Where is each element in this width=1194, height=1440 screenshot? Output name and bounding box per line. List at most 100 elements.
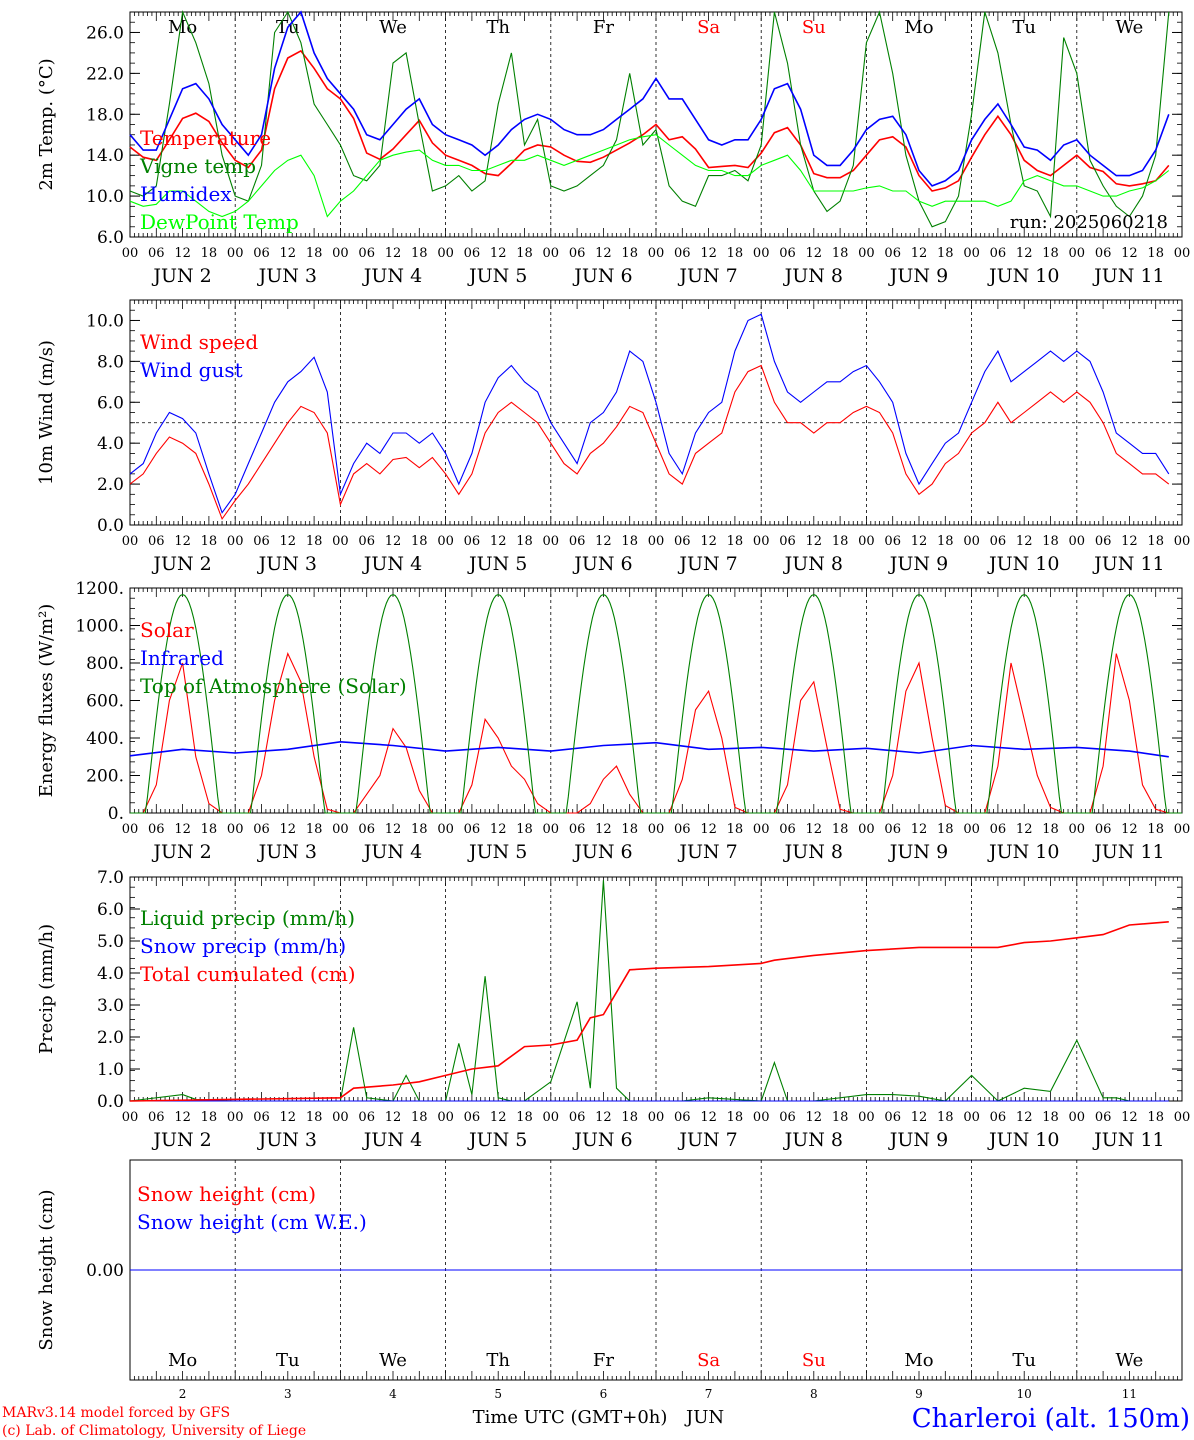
panel-4: 0.0 1.0 2.0 3.0 4.0 5.0 6.0 7.0 Precip (mm/h) 00 0… <box>36 868 1190 1151</box>
hour-tick-label: 12 <box>1121 1110 1138 1125</box>
y-tick-label: 0.0 <box>97 1092 124 1112</box>
hour-tick-label: 12 <box>280 246 297 261</box>
date-label: JUN 7 <box>677 841 737 863</box>
y-tick-label: 0. <box>108 804 124 824</box>
hour-tick-label: 00 <box>122 246 139 261</box>
hour-tick-label: 18 <box>727 1110 744 1125</box>
hour-tick-label: 12 <box>806 534 823 549</box>
date-label: JUN 11 <box>1092 553 1164 575</box>
hour-tick-label: 12 <box>385 1110 402 1125</box>
hour-tick-label: 18 <box>727 822 744 837</box>
hour-tick-label: 18 <box>306 534 323 549</box>
hour-tick-label: 06 <box>779 1110 796 1125</box>
date-label: JUN 7 <box>677 265 737 287</box>
hour-tick-label: 12 <box>911 1110 928 1125</box>
y-tick-label: 5.0 <box>97 932 124 952</box>
hour-tick-label: 06 <box>148 1110 165 1125</box>
date-label: JUN 6 <box>572 553 632 575</box>
date-label: JUN 2 <box>151 265 211 287</box>
series-line-3 <box>130 594 1182 814</box>
chart-panels: 6.010.014.018.022.026.02m Temp. (°C)00 06… <box>36 9 1190 1401</box>
hour-tick-label: 18 <box>937 246 954 261</box>
y-tick-label: 26.0 <box>86 23 124 43</box>
run-label: run: 2025060218 <box>1010 212 1168 233</box>
panel-2: 0.0 2.0 4.0 6.0 8.0 10.0 10m Wind (m/s) 00 06 12 1… <box>36 299 1190 575</box>
series-line-1 <box>129 49 1170 192</box>
hour-tick-label: 18 <box>306 822 323 837</box>
hour-tick-label: 00 <box>1174 1110 1191 1125</box>
weekday-label: Mo <box>168 1350 197 1371</box>
hour-tick-label: 18 <box>621 534 638 549</box>
date-label: JUN 8 <box>783 553 843 575</box>
hour-tick-label: 18 <box>621 246 638 261</box>
hour-tick-label: 00 <box>963 534 980 549</box>
hour-tick-label: 12 <box>700 1110 717 1125</box>
hour-tick-label: 00 <box>437 822 454 837</box>
hour-tick-label: 18 <box>516 1110 533 1125</box>
hour-tick-label: 18 <box>832 1110 849 1125</box>
y-tick-label: 400. <box>86 729 124 749</box>
y-axis-label: Energy fluxes (W/m²) <box>36 604 57 798</box>
weekday-label: Tu <box>1012 17 1036 38</box>
hour-tick-label: 00 <box>753 1110 770 1125</box>
date-label: JUN 2 <box>151 553 211 575</box>
hour-tick-label: 18 <box>937 1110 954 1125</box>
hour-tick-label: 00 <box>227 534 244 549</box>
hour-tick-label: 06 <box>884 246 901 261</box>
hour-tick-label: 06 <box>884 1110 901 1125</box>
hour-tick-label: 06 <box>253 534 270 549</box>
hour-tick-label: 18 <box>411 822 428 837</box>
y-tick-label: 4.0 <box>97 434 124 454</box>
date-label: JUN 8 <box>783 265 843 287</box>
hour-tick-label: 00 <box>543 1110 560 1125</box>
hour-tick-label: 12 <box>490 1110 507 1125</box>
y-tick-label: 3.0 <box>97 996 124 1016</box>
date-label: JUN 7 <box>677 553 737 575</box>
hour-tick-label: 12 <box>174 246 191 261</box>
hour-tick-label: 00 <box>332 822 349 837</box>
date-label: JUN 5 <box>467 841 527 863</box>
hour-tick-label: 18 <box>1042 534 1059 549</box>
hour-tick-label: 18 <box>411 534 428 549</box>
hour-tick-label: 06 <box>569 246 586 261</box>
credit-line-2: (c) Lab. of Climatology, University of L… <box>2 1423 306 1439</box>
weekday-label: Sa <box>697 17 720 38</box>
x-axis-label: Time UTC (GMT+0h) <box>473 1407 668 1428</box>
weekday-label: Fr <box>593 17 614 38</box>
hour-tick-label: 00 <box>332 246 349 261</box>
hour-tick-label: 00 <box>122 534 139 549</box>
series-line-3 <box>129 10 1170 187</box>
panel-3: 0. 200. 400. 600. 800. 1000. 1200. Energy fluxe… <box>36 579 1190 863</box>
hour-tick-label: 18 <box>516 822 533 837</box>
hour-tick-label: 12 <box>174 822 191 837</box>
y-axis-label: 2m Temp. (°C) <box>36 58 57 190</box>
hour-tick-label: 00 <box>122 822 139 837</box>
date-label: JUN 11 <box>1092 265 1164 287</box>
day-number-label: 7 <box>705 1387 713 1401</box>
hour-tick-label: 18 <box>727 246 744 261</box>
hour-tick-label: 06 <box>569 534 586 549</box>
legend-entry: Humidex <box>140 182 232 206</box>
hour-tick-label: 06 <box>253 1110 270 1125</box>
y-tick-label: 1000. <box>75 617 124 637</box>
series-line-3 <box>129 921 1169 1102</box>
legend-entry: Top of Atmosphere (Solar) <box>140 674 407 698</box>
legend-entry: Liquid precip (mm/h) <box>140 906 355 930</box>
y-tick-label: 6.0 <box>97 393 124 413</box>
hour-tick-label: 06 <box>1095 1110 1112 1125</box>
legend-entry: DewPoint Temp <box>140 210 299 234</box>
hour-tick-label: 18 <box>306 246 323 261</box>
date-label: JUN 4 <box>362 1129 422 1151</box>
hour-tick-label: 06 <box>674 822 691 837</box>
y-tick-label: 0.00 <box>86 1261 124 1281</box>
hour-tick-label: 00 <box>963 1110 980 1125</box>
hour-tick-label: 18 <box>1147 246 1164 261</box>
date-label: JUN 11 <box>1092 841 1164 863</box>
y-tick-label: 8.0 <box>97 352 124 372</box>
date-label: JUN 11 <box>1092 1129 1164 1151</box>
hour-tick-label: 12 <box>385 822 402 837</box>
hour-tick-label: 18 <box>937 534 954 549</box>
hour-tick-label: 12 <box>174 534 191 549</box>
hour-tick-label: 00 <box>1174 822 1191 837</box>
hour-tick-label: 12 <box>1016 1110 1033 1125</box>
